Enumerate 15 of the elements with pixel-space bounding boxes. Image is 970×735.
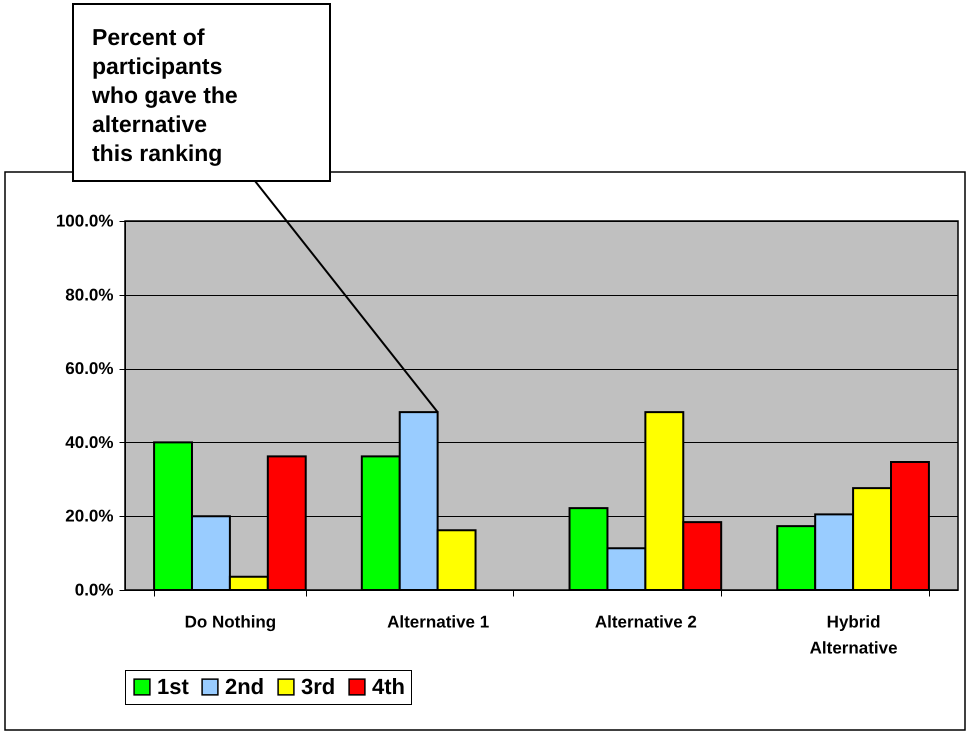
y-tick-label: 0.0% (74, 580, 114, 600)
legend-label: 1st (157, 674, 190, 699)
x-tick-label: Do Nothing (184, 612, 276, 632)
annotation: Percent of participants who gave the alternative this ranking (91, 24, 238, 166)
y-tick-label: 20.0% (65, 506, 114, 526)
legend-label: 3rd (301, 674, 336, 699)
y-tick-label: 40.0% (65, 432, 114, 452)
x-tick-label: Hybrid Alternative (810, 612, 898, 658)
x-tick-label: Alternative 1 (387, 612, 490, 632)
x-tick-label: Alternative 2 (594, 612, 697, 632)
y-tick-label: 60.0% (65, 359, 114, 378)
legend-label: 4th (372, 674, 405, 699)
y-tick-label: 80.0% (65, 285, 114, 304)
y-tick-label: 100.0% (56, 212, 114, 230)
legend-label: 2nd (225, 674, 264, 699)
